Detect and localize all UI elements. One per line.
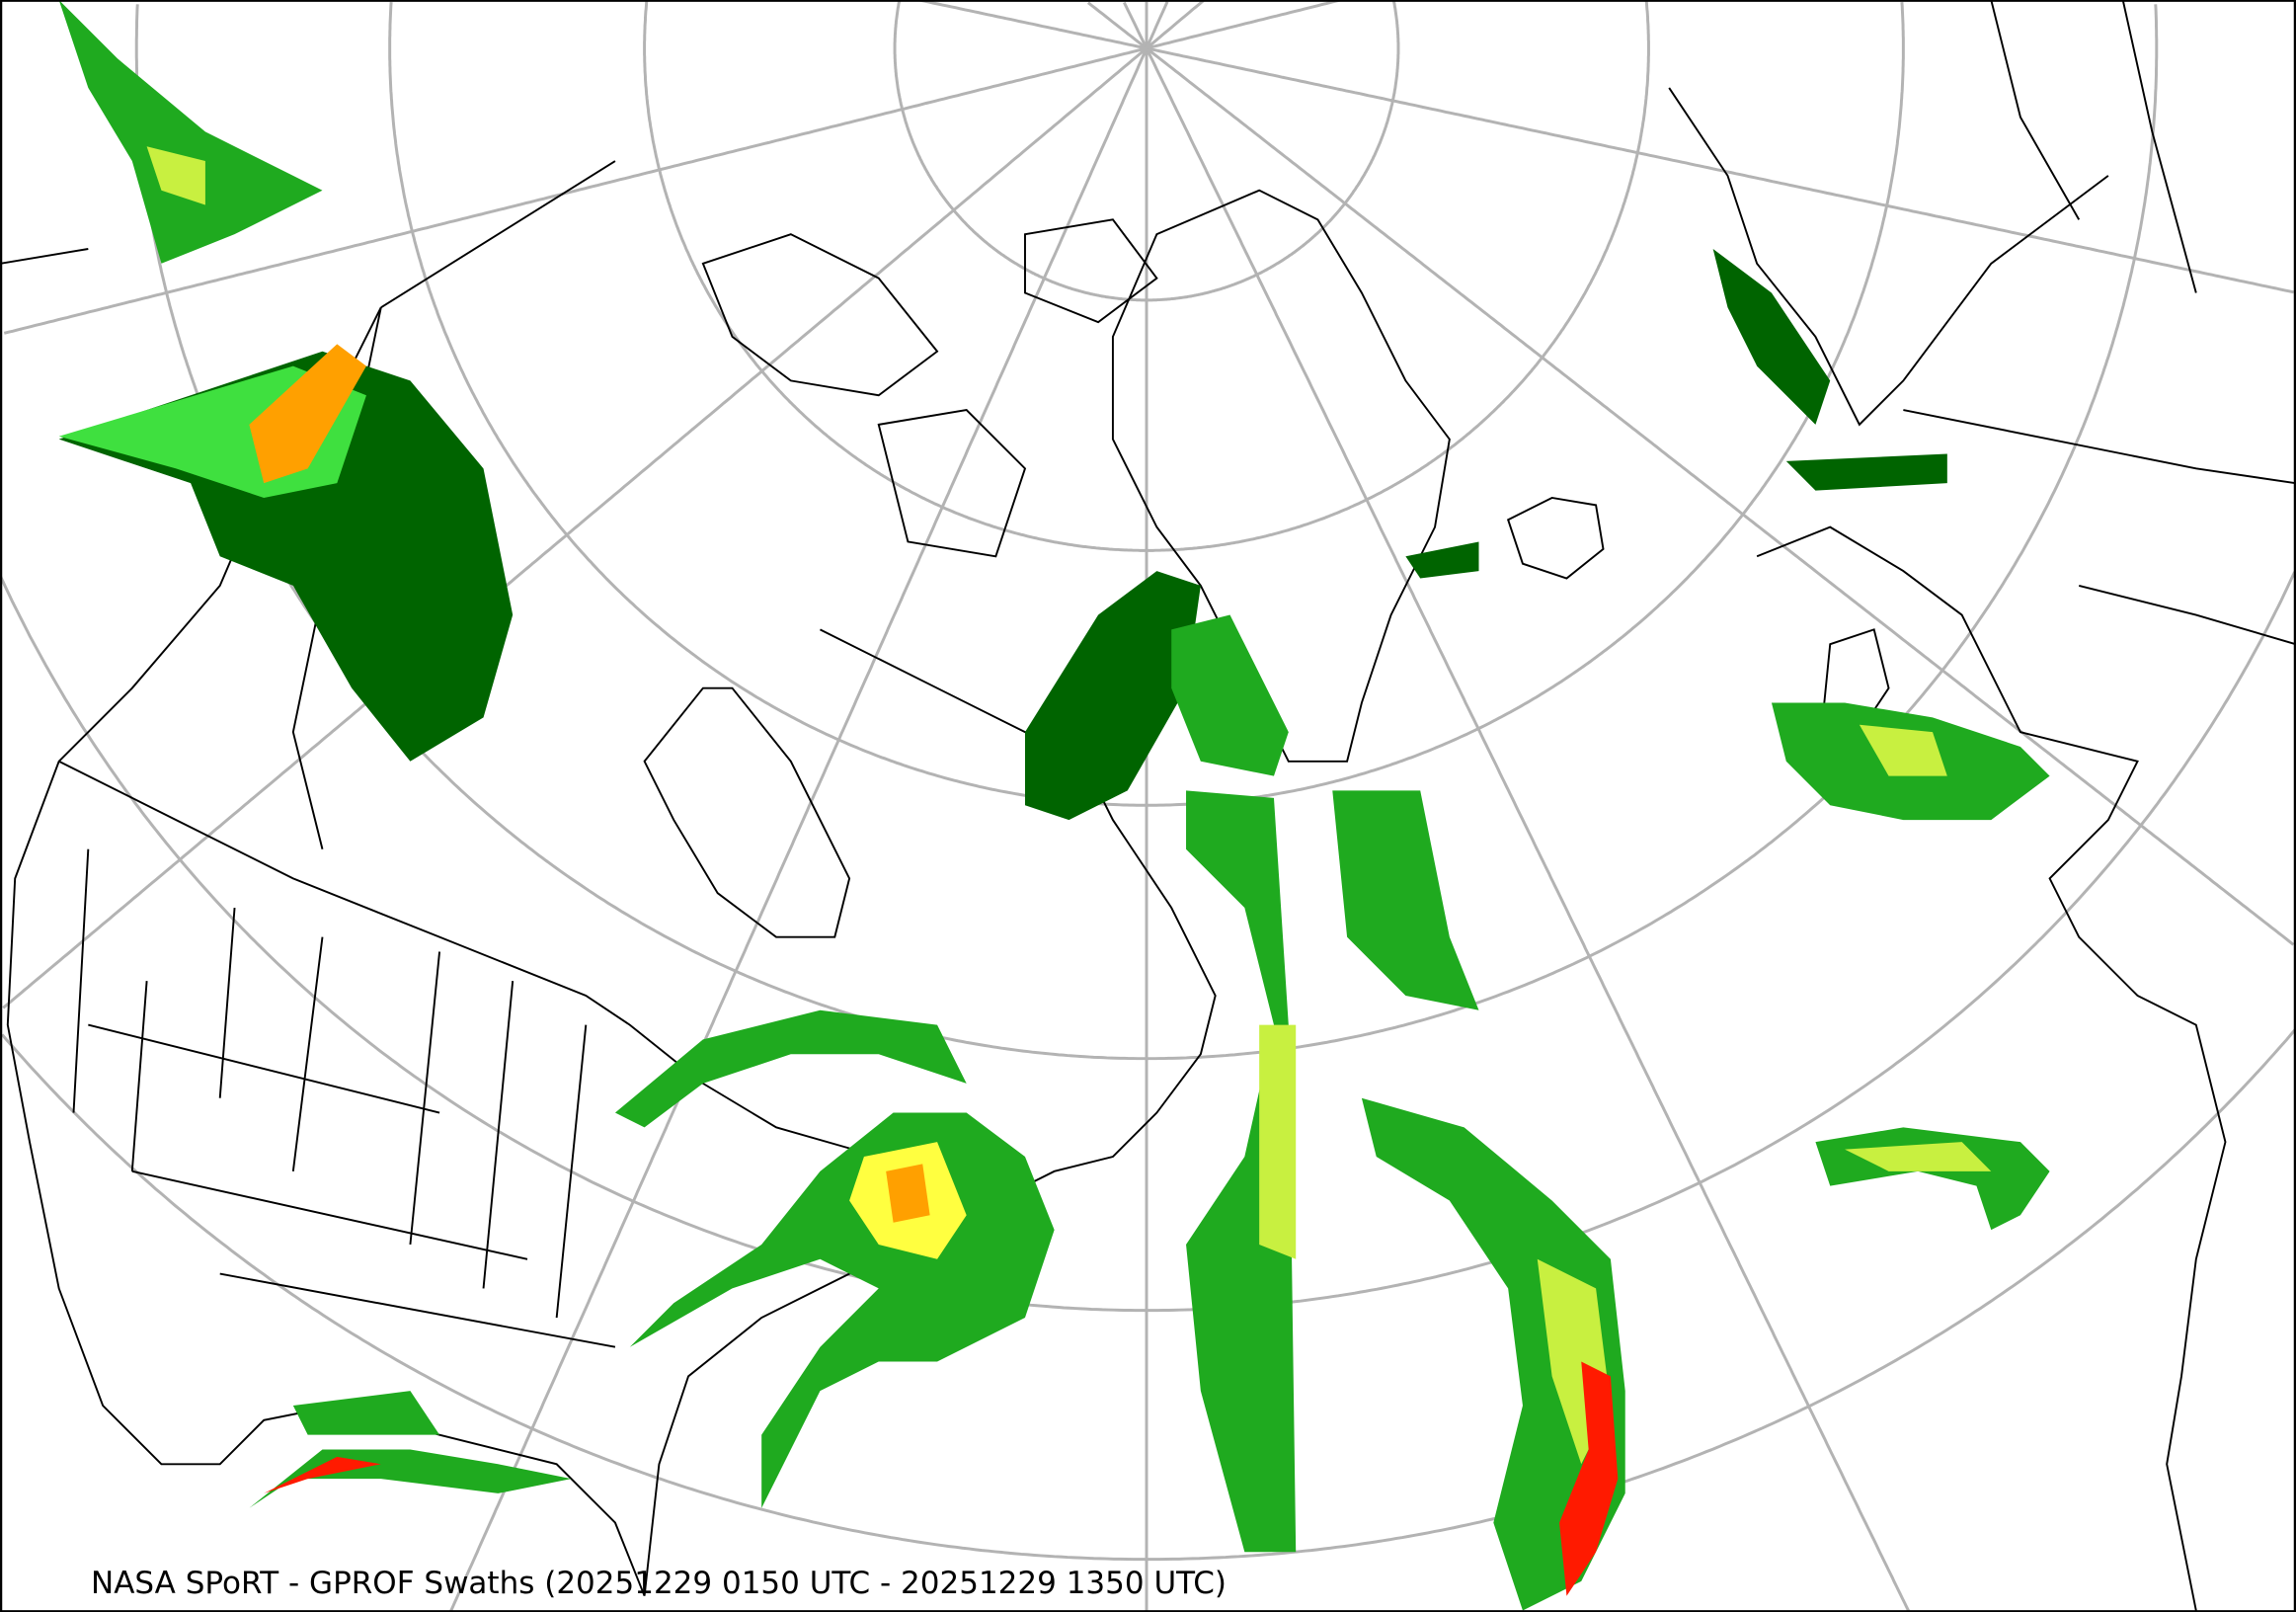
bering-band: [58, 0, 323, 264]
iceland: [1506, 496, 1605, 580]
europe-borders: [1903, 0, 2296, 646]
labrador-swath: [1024, 571, 1201, 821]
scandinavia: [1668, 87, 2109, 427]
greenland-west-band: [1171, 614, 1289, 776]
northeast-us-storm-peak: [886, 1164, 930, 1223]
atlantic-swath-west: [1186, 790, 1297, 1553]
atlantic-swath-east: [1332, 790, 1479, 1010]
canada-us-border: [58, 760, 880, 1158]
central-atlantic-peak: [1559, 1361, 1619, 1596]
atlantic-comma-core: [1845, 1142, 1992, 1171]
arctic-islands: [701, 218, 1158, 558]
latitude-circle: [0, 571, 2296, 1313]
norwegian-sea-band: [1785, 453, 1947, 491]
precipitation-swaths: [58, 0, 2050, 1611]
europe-coast: [1756, 525, 2227, 1611]
greenland: [1111, 189, 1451, 763]
northeast-us-storm: [629, 1112, 1055, 1508]
meridian-line: [3, 0, 1341, 335]
meridian-line: [1123, 1, 1911, 1612]
bering-band-core: [146, 146, 205, 205]
latitude-circle: [893, 0, 1400, 302]
atlantic-swath-west-core: [1259, 1024, 1297, 1259]
meridian-line: [1086, 1, 2295, 946]
latitude-circle: [643, 0, 1650, 552]
gulf-band-peak: [264, 1456, 381, 1493]
great-lakes-band: [614, 1009, 967, 1128]
atlantic-comma-band: [1815, 1127, 2050, 1231]
latitude-circle: [388, 1, 1905, 807]
latitude-circle: [1, 1028, 2296, 1562]
meridian-line: [449, 1, 1169, 1612]
central-atlantic-band: [1361, 1097, 1625, 1611]
gulf-north-band: [292, 1391, 440, 1435]
norway-band: [1712, 248, 1831, 425]
uk-europe-core: [1859, 724, 1947, 776]
meridian-line: [2, 0, 1205, 1009]
map-caption: NASA SPoRT - GPROF Swaths (20251229 0150…: [91, 1566, 1227, 1601]
hudson-bay: [643, 686, 851, 938]
us-state-lines: [72, 848, 616, 1348]
alaska-swath-peak: [249, 344, 366, 484]
iceland-band: [1405, 541, 1479, 579]
